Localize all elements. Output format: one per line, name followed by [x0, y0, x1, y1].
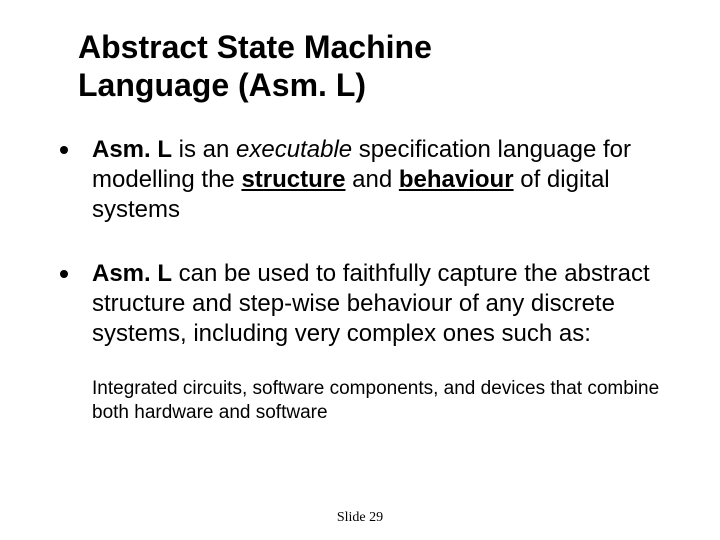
bullet-item-1: Asm. L is an executable specification la… [48, 135, 672, 225]
slide-body: Asm. L is an executable specification la… [48, 135, 672, 426]
slide-title: Abstract State Machine Language (Asm. L) [78, 28, 672, 105]
bullet1-t3: and [345, 166, 398, 193]
slide-number: Slide 29 [0, 510, 720, 526]
bullet1-executable: executable [236, 136, 352, 163]
bullet1-structure: structure [241, 166, 345, 193]
bullet1-behaviour: behaviour [399, 166, 514, 193]
bullet2-lead: Asm. L [92, 260, 172, 287]
bullet1-lead: Asm. L [92, 136, 172, 163]
title-line-1: Abstract State Machine [78, 29, 432, 65]
slide: Abstract State Machine Language (Asm. L)… [0, 0, 720, 540]
bullet-list: Asm. L is an executable specification la… [48, 135, 672, 349]
sub-text: Integrated circuits, software components… [92, 377, 672, 426]
bullet2-rest: can be used to faithfully capture the ab… [92, 260, 650, 347]
bullet-item-2: Asm. L can be used to faithfully capture… [48, 259, 672, 349]
title-line-2: Language (Asm. L) [78, 67, 366, 103]
bullet1-t1: is an [172, 136, 236, 163]
